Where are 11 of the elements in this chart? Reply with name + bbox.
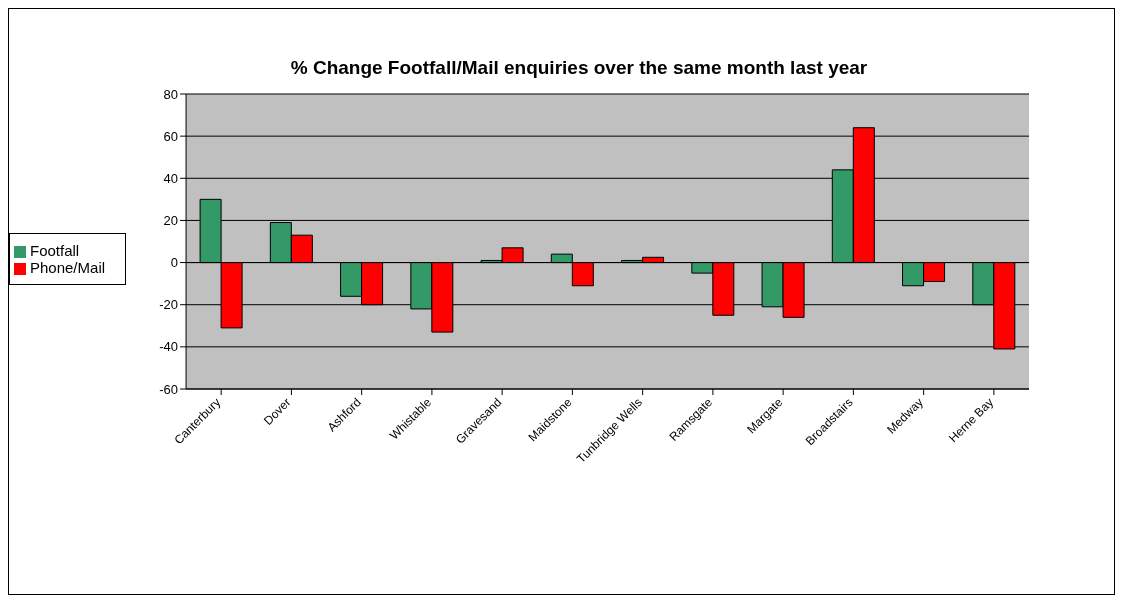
y-tick-label: -60 xyxy=(159,381,179,397)
chart-title: % Change Footfall/Mail enquiries over the same month last year xyxy=(289,57,869,79)
y-tick-label: -40 xyxy=(159,339,179,355)
legend-label: Footfall xyxy=(30,242,80,259)
legend-label: Phone/Mail xyxy=(30,259,106,276)
y-tick-label: 60 xyxy=(163,128,179,144)
y-tick-label: -20 xyxy=(159,297,179,313)
y-tick-label: 20 xyxy=(163,213,179,229)
y-tick-label: 0 xyxy=(170,255,179,271)
y-tick-label: 80 xyxy=(163,86,179,102)
y-tick-label: 40 xyxy=(163,170,179,186)
